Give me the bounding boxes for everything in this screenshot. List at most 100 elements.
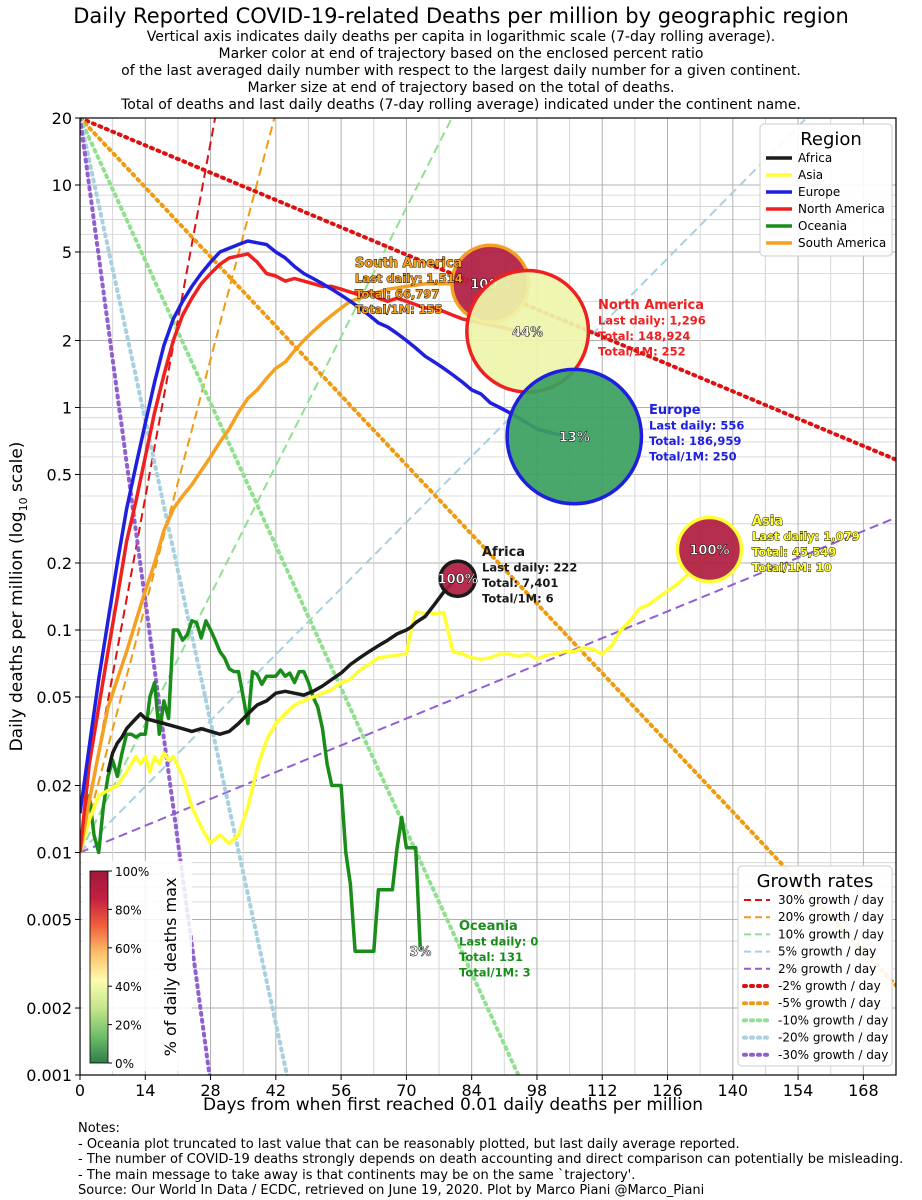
legend-label: 5% growth / day	[778, 945, 876, 959]
annotation-line: Last daily: 1,079	[752, 530, 860, 544]
annotation-line: Total/1M: 250	[649, 450, 737, 464]
legend-label: -30% growth / day	[778, 1048, 888, 1062]
plot-frame	[79, 117, 897, 1076]
x-tick-label: 98	[527, 1081, 547, 1100]
y-tick-label: 0.5	[47, 465, 72, 484]
chart-title: Daily Reported COVID-19-related Deaths p…	[73, 4, 849, 28]
series-line	[80, 619, 423, 953]
x-tick-label: 168	[848, 1081, 879, 1100]
annotation-line: Total/1M: 252	[598, 345, 686, 359]
annotation-title: South America	[355, 256, 462, 271]
x-tick-label: 126	[652, 1081, 683, 1100]
y-tick-label: 10	[52, 176, 72, 195]
annotation-title: Oceania	[459, 919, 518, 934]
colorbar-label: % of daily deaths max	[161, 878, 180, 1057]
y-tick-label: 0.01	[36, 843, 72, 862]
colorbar	[89, 870, 109, 1064]
growth-legend	[737, 865, 893, 1067]
annotation-title: North America	[598, 298, 704, 313]
x-tick-label: 0	[75, 1081, 85, 1100]
x-tick-label: 56	[331, 1081, 351, 1100]
annotation-line: Total: 7,401	[482, 576, 558, 590]
legend-label: 2% growth / day	[778, 962, 876, 976]
y-tick-label: 0.005	[26, 910, 72, 929]
notes-line: - The main message to take away is that …	[78, 1167, 636, 1183]
annotation-line: Total: 131	[459, 950, 523, 964]
x-tick-label: 140	[718, 1081, 749, 1100]
notes-line: - The number of COVID-19 deaths strongly…	[78, 1152, 904, 1167]
series-line	[80, 252, 528, 853]
end-marker	[505, 367, 644, 506]
legend-label: Europe	[798, 185, 840, 199]
legend-label: South America	[798, 236, 886, 250]
x-tick-label: 28	[200, 1081, 220, 1100]
colorbar-tick-label: 60%	[115, 942, 142, 956]
annotation-line: Total: 148,924	[598, 329, 690, 343]
marker-percent-label: 100%	[438, 573, 478, 588]
legend-label: Africa	[798, 151, 832, 165]
x-tick-label: 154	[783, 1081, 814, 1100]
annotation-title: Asia	[752, 514, 783, 529]
notes-block: Notes: - Oceania plot truncated to last …	[78, 1121, 903, 1199]
annotation-line: Last daily: 0	[459, 935, 538, 949]
subtitle-line: Total of deaths and last daily deaths (7…	[121, 97, 801, 113]
annotation-title: Africa	[482, 545, 525, 560]
y-tick-label: 0.02	[36, 777, 72, 796]
series-line	[80, 239, 575, 814]
x-tick-label: 70	[396, 1081, 416, 1100]
subtitle-line: Vertical axis indicates daily deaths per…	[146, 29, 776, 45]
y-tick-label: 0.1	[47, 621, 72, 640]
annotation-line: Last daily: 1,514	[355, 272, 463, 286]
legend-label: 30% growth / day	[778, 893, 884, 907]
annotation-line: Last daily: 1,296	[598, 314, 706, 328]
marker-percent-label: 3%	[409, 945, 431, 960]
annotation-line: Total/1M: 3	[459, 966, 531, 980]
legend-label: North America	[798, 202, 885, 216]
annotation-title: Europe	[649, 403, 701, 418]
colorbar-tick-label: 80%	[115, 903, 142, 917]
marker-percent-label: 100%	[689, 544, 729, 559]
notes-line: Source: Our World In Data / ECDC, retrie…	[78, 1183, 705, 1198]
notes-line: - Oceania plot truncated to last value t…	[78, 1136, 740, 1152]
subtitle-line: Marker size at end of trajectory based o…	[247, 80, 675, 96]
subtitle-line: Marker color at end of trajectory based …	[218, 46, 704, 62]
annotation-line: Total: 186,959	[649, 434, 741, 448]
colorbar-tick-label: 0%	[115, 1057, 134, 1071]
annotation-line: Total/1M: 155	[355, 303, 443, 317]
legend-label: -20% growth / day	[778, 1031, 888, 1045]
y-tick-label: 0.05	[36, 688, 72, 707]
series-line	[106, 574, 460, 773]
y-tick-label: 0.002	[26, 999, 72, 1018]
colorbar-tick-label: 20%	[115, 1019, 142, 1033]
marker-percent-label: 44%	[512, 325, 543, 340]
annotation-line: Total/1M: 10	[752, 561, 832, 575]
legend-label: Oceania	[798, 219, 847, 233]
series-line	[80, 548, 716, 853]
legend-title: Growth rates	[757, 871, 874, 892]
region-legend	[759, 123, 893, 257]
annotation-line: Last daily: 222	[482, 561, 577, 575]
y-tick-label: 5	[62, 243, 72, 262]
x-tick-label: 84	[462, 1081, 482, 1100]
growth-line	[80, 516, 896, 854]
growth-line	[80, 118, 896, 988]
legend-label: -10% growth / day	[778, 1013, 888, 1027]
x-tick-label: 112	[587, 1081, 618, 1100]
annotation-line: Total: 45,549	[752, 545, 836, 559]
notes-line: Notes:	[78, 1121, 120, 1136]
growth-line	[80, 118, 276, 853]
y-tick-label: 20	[52, 109, 72, 128]
y-axis-label: Daily deaths per million (log10 scale)	[7, 442, 30, 752]
annotation-line: Last daily: 556	[649, 419, 744, 433]
legend-label: 10% growth / day	[778, 927, 884, 941]
y-tick-label: 0.001	[26, 1066, 72, 1085]
legend-label: -5% growth / day	[778, 996, 881, 1010]
legend-label: -2% growth / day	[778, 979, 881, 993]
colorbar-tick-label: 40%	[115, 980, 142, 994]
